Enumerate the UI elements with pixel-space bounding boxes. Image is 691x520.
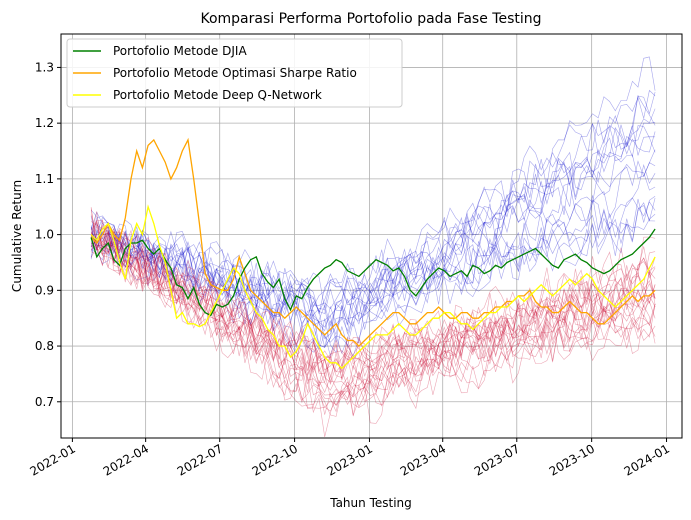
ensemble-line [90, 208, 656, 388]
ensemble-line [90, 225, 656, 388]
ensemble-line [90, 91, 656, 315]
y-tick-label: 0.8 [35, 339, 54, 353]
series-line-0 [90, 228, 656, 317]
ensemble-line [90, 220, 656, 376]
ensemble-line [90, 234, 656, 408]
series-line-1 [90, 137, 656, 348]
ensemble-line [90, 232, 656, 388]
ensemble-line [90, 160, 656, 332]
legend-entry-1: Portofolio Metode Optimasi Sharpe Ratio [113, 66, 357, 80]
x-tick-label: 2024-01 [622, 441, 672, 478]
x-tick-label: 2022-04 [101, 441, 151, 478]
x-axis-ticks: 2022-01 2022-04 2022-07 2022-10 2023-01 2023-… [27, 438, 672, 479]
background-ensemble-lines [90, 56, 656, 437]
y-tick-label: 0.7 [35, 395, 54, 409]
legend-box [66, 38, 403, 108]
ensemble-line [90, 195, 656, 332]
ensemble-line [91, 219, 656, 398]
ensemble-line [90, 197, 656, 348]
ensemble-line [90, 227, 656, 381]
ensemble-line [90, 219, 656, 417]
x-tick-label: 2023-01 [325, 441, 375, 478]
y-axis-label: Cumulative Return [10, 180, 24, 292]
series-line-2 [90, 204, 656, 370]
y-tick-label: 1.2 [35, 116, 54, 130]
ensemble-line [90, 163, 656, 354]
grid-lines [61, 34, 682, 438]
ensemble-line [90, 108, 656, 340]
chart-title: Komparasi Performa Portofolio pada Fase … [200, 11, 541, 27]
x-tick-label: 2023-04 [398, 441, 448, 478]
legend-entry-2: Portofolio Metode Deep Q-Network [113, 88, 322, 102]
legend: Portofolio Metode DJIA Portofolio Metode … [66, 38, 403, 108]
ensemble-line [90, 222, 656, 391]
ensemble-line [90, 232, 656, 368]
ensemble-line [90, 226, 656, 412]
y-tick-label: 1.0 [35, 228, 54, 242]
y-tick-label: 1.3 [35, 60, 54, 74]
ensemble-line [90, 214, 656, 378]
ensemble-line [90, 197, 656, 326]
x-tick-label: 2022-10 [250, 441, 300, 478]
ensemble-line [90, 213, 656, 313]
y-tick-label: 0.9 [35, 283, 54, 297]
ensemble-line [90, 95, 656, 315]
ensemble-line [90, 163, 656, 358]
x-tick-label: 2022-07 [175, 441, 225, 478]
ensemble-line [90, 202, 656, 325]
ensemble-line [90, 236, 656, 390]
y-axis-ticks: 0.7 0.8 0.9 1.0 1.1 1.2 1.3 [35, 60, 61, 409]
x-tick-label: 2023-10 [547, 441, 597, 478]
ensemble-line [90, 127, 656, 348]
x-tick-label: 2022-01 [27, 441, 77, 478]
ensemble-line [90, 149, 656, 309]
y-tick-label: 1.1 [35, 172, 54, 186]
legend-entry-0: Portofolio Metode DJIA [113, 44, 247, 58]
ensemble-line [90, 89, 656, 354]
x-tick-label: 2023-07 [472, 441, 522, 478]
ensemble-line [90, 125, 656, 308]
ensemble-line [90, 219, 656, 416]
ensemble-line [90, 56, 656, 343]
x-axis-label: Tahun Testing [329, 496, 412, 510]
series-lines [90, 137, 656, 370]
ensemble-line [90, 122, 656, 348]
ensemble-line [91, 237, 656, 397]
ensemble-line [90, 231, 656, 382]
ensemble-line [90, 221, 656, 415]
ensemble-line [90, 124, 656, 343]
plot-frame [60, 33, 683, 439]
